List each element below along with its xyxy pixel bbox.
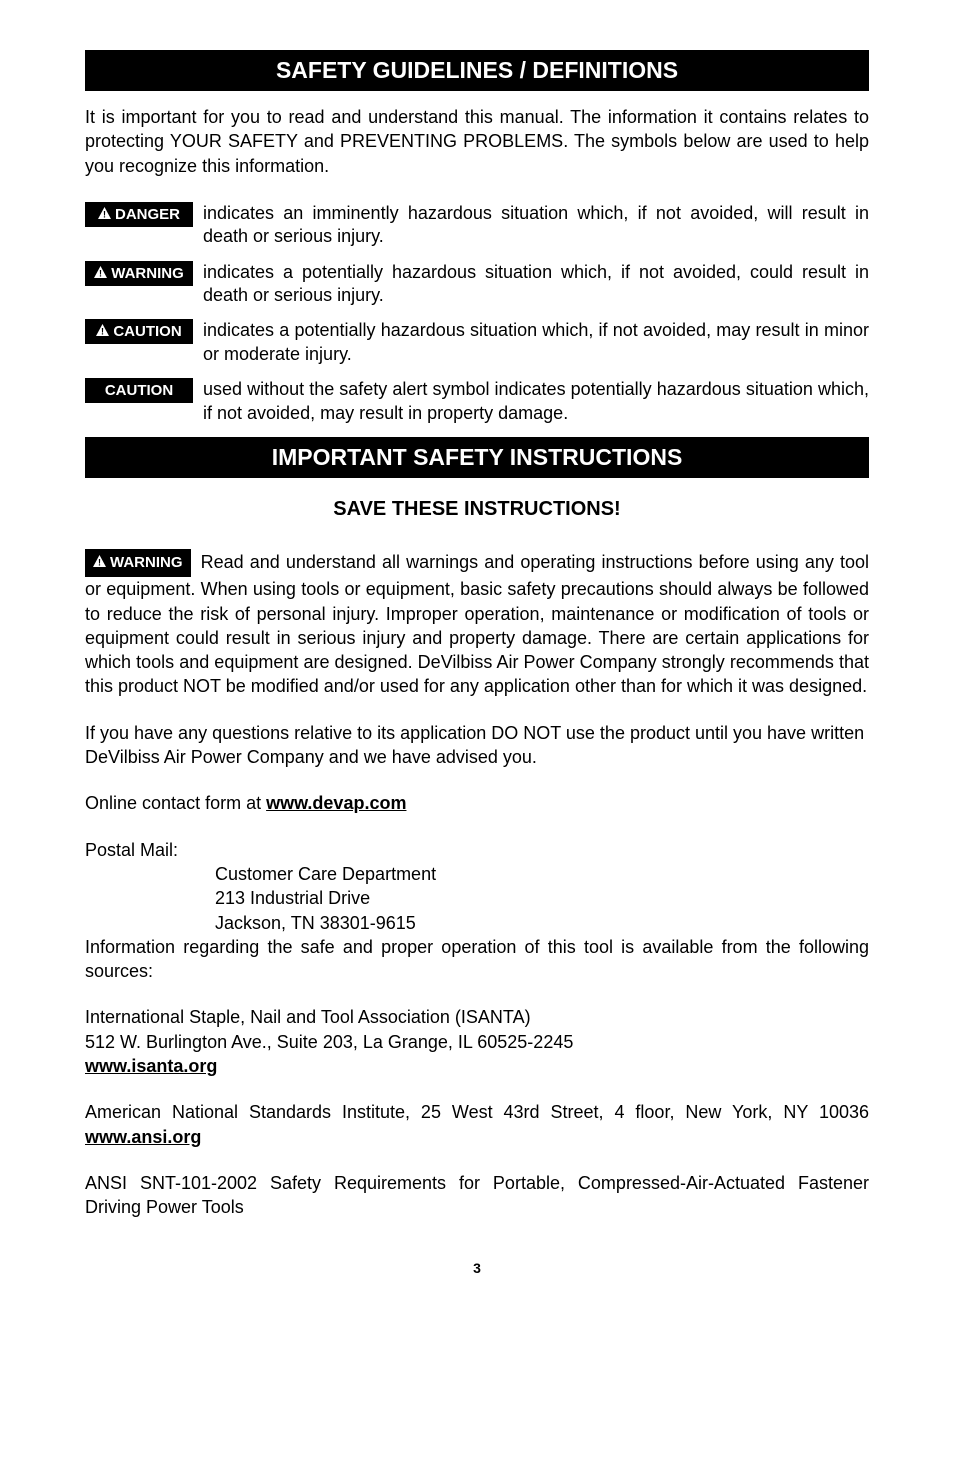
alert-triangle-icon: !	[98, 206, 111, 223]
definition-text: indicates a potentially hazardous situat…	[203, 319, 869, 366]
definition-text: used without the safety alert symbol ind…	[203, 378, 869, 425]
caution-triangle-badge: ! CAUTION	[85, 319, 193, 344]
safety-guidelines-header: SAFETY GUIDELINES / DEFINITIONS	[85, 50, 869, 91]
isanta-block: International Staple, Nail and Tool Asso…	[85, 1005, 869, 1078]
isanta-line1: International Staple, Nail and Tool Asso…	[85, 1005, 869, 1029]
alert-triangle-icon: !	[94, 265, 107, 282]
ansi-org-prefix: American National Standards Institute, 2…	[85, 1102, 869, 1122]
svg-text:!: !	[101, 327, 104, 337]
svg-text:!: !	[99, 268, 102, 278]
online-contact-prefix: Online contact form at	[85, 793, 266, 813]
ansi-org-block: American National Standards Institute, 2…	[85, 1100, 869, 1149]
isanta-line2: 512 W. Burlington Ave., Suite 203, La Gr…	[85, 1030, 869, 1054]
devap-link[interactable]: www.devap.com	[266, 793, 406, 813]
online-contact-line: Online contact form at www.devap.com	[85, 791, 869, 815]
svg-text:!: !	[103, 209, 106, 219]
definition-row-caution-triangle: ! CAUTION indicates a potentially hazard…	[85, 319, 869, 366]
inline-warning-badge: ! WARNING	[85, 549, 191, 577]
important-safety-header: IMPORTANT SAFETY INSTRUCTIONS	[85, 437, 869, 478]
postal-line3: Jackson, TN 38301-9615	[85, 911, 869, 935]
warning-paragraph: ! WARNING Read and understand all warnin…	[85, 549, 869, 699]
postal-block: Postal Mail: Customer Care Department 21…	[85, 838, 869, 935]
ansi-snt-text: ANSI SNT-101-2002 Safety Requirements fo…	[85, 1171, 869, 1220]
alert-triangle-icon: !	[93, 553, 106, 573]
definition-row-caution: CAUTION used without the safety alert sy…	[85, 378, 869, 425]
definition-row-warning: ! WARNING indicates a potentially hazard…	[85, 261, 869, 308]
caution-badge: CAUTION	[85, 378, 193, 403]
page-number: 3	[85, 1260, 869, 1276]
isanta-link[interactable]: www.isanta.org	[85, 1056, 217, 1076]
postal-label: Postal Mail:	[85, 838, 869, 862]
alert-triangle-icon: !	[96, 323, 109, 340]
info-text: Information regarding the safe and prope…	[85, 935, 869, 984]
danger-badge: ! DANGER	[85, 202, 193, 227]
save-instructions-subheader: SAVE THESE INSTRUCTIONS!	[85, 498, 869, 521]
warning-body-text: Read and understand all warnings and ope…	[85, 552, 869, 697]
badge-label: WARNING	[111, 265, 184, 282]
definition-text: indicates an imminently hazardous situat…	[203, 202, 869, 249]
badge-label: CAUTION	[105, 382, 173, 399]
badge-label: WARNING	[110, 553, 183, 573]
safety-intro-text: It is important for you to read and unde…	[85, 105, 869, 178]
badge-label: CAUTION	[113, 323, 181, 340]
svg-text:!: !	[98, 558, 101, 568]
definition-text: indicates a potentially hazardous situat…	[203, 261, 869, 308]
questions-text: If you have any questions relative to it…	[85, 721, 869, 770]
ansi-link[interactable]: www.ansi.org	[85, 1127, 201, 1147]
definition-row-danger: ! DANGER indicates an imminently hazardo…	[85, 202, 869, 249]
postal-line1: Customer Care Department	[85, 862, 869, 886]
badge-label: DANGER	[115, 206, 180, 223]
postal-line2: 213 Industrial Drive	[85, 886, 869, 910]
warning-badge: ! WARNING	[85, 261, 193, 286]
